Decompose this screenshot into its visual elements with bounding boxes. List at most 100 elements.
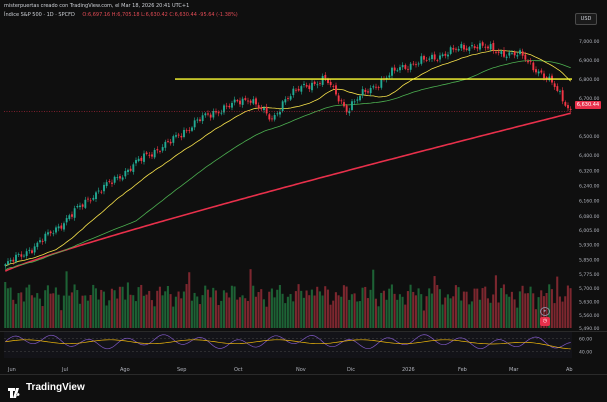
volume-bar	[166, 286, 169, 328]
play-icon[interactable]: ▸	[540, 307, 550, 316]
volume-bar	[102, 291, 105, 328]
candle-body	[481, 42, 484, 46]
volume-bar	[521, 285, 524, 328]
volume-bar	[158, 286, 161, 328]
candle-body	[143, 153, 145, 162]
symbol-name[interactable]: Índice S&P 500 · 1D · SPCFD	[4, 12, 75, 18]
volume-bar	[436, 285, 439, 328]
candle-body	[492, 42, 495, 51]
candle-body	[167, 141, 169, 143]
candle-body	[300, 86, 303, 92]
volume-bar	[92, 284, 95, 328]
candle-body	[263, 107, 265, 111]
volume-bar	[28, 284, 31, 328]
candle-body	[295, 89, 297, 91]
price-pane	[4, 22, 572, 330]
candle-body	[44, 233, 47, 242]
volume-bar	[84, 295, 87, 328]
candle-body	[236, 100, 239, 102]
volume-bar	[526, 293, 529, 328]
volume-bar	[430, 293, 433, 328]
volume-bar	[196, 296, 199, 328]
candle-body	[271, 118, 273, 120]
volume-bar	[446, 294, 449, 328]
candle-body	[532, 62, 535, 71]
time-tick-label: 2026	[402, 367, 415, 373]
volume-bar	[278, 285, 281, 328]
candle-body	[527, 60, 529, 63]
volume-bar	[73, 284, 76, 328]
volume-bar	[105, 305, 108, 328]
volume-bar	[537, 297, 540, 328]
candle-body	[108, 181, 111, 182]
volume-bar	[286, 296, 289, 328]
volume-bar	[297, 284, 300, 328]
volume-bar	[204, 285, 207, 328]
clock-icon[interactable]: ◷	[540, 317, 550, 326]
price-tick-label: 6,005.00	[579, 228, 600, 234]
candle-body	[172, 136, 175, 143]
candle-body	[375, 86, 377, 88]
volume-bar	[209, 297, 212, 328]
volume-bar	[132, 295, 135, 328]
volume-bar	[129, 294, 132, 328]
candle-body	[332, 86, 335, 87]
time-tick-label: Ago	[120, 367, 130, 373]
price-chart[interactable]: 7,000.00 6,900.00 6,800.00 6,700.00 6,500.00…	[0, 0, 607, 374]
volume-bar	[385, 299, 388, 328]
volume-bar	[230, 285, 233, 328]
currency-button[interactable]: USD	[575, 13, 597, 25]
candle-body	[393, 67, 396, 71]
volume-bar	[444, 297, 447, 328]
last-price-badge: 6,630.44	[575, 101, 601, 109]
candle-body	[124, 170, 127, 177]
volume-bar	[54, 287, 57, 328]
candle-body	[417, 63, 420, 65]
candle-body	[364, 89, 367, 92]
candle-body	[289, 96, 292, 100]
volume-bar	[12, 299, 15, 328]
volume-bar	[428, 288, 431, 328]
volume-bar	[6, 288, 9, 328]
volume-bar	[342, 285, 345, 328]
volume-bar	[108, 300, 111, 328]
candle-body	[468, 47, 471, 51]
candle-body	[73, 208, 76, 218]
time-tick-label: Jul	[61, 367, 68, 373]
candle-body	[63, 223, 65, 230]
tradingview-logo[interactable]: TradingView	[8, 382, 85, 398]
volume-bar	[17, 293, 20, 328]
price-tick-label: 5,560.00	[579, 313, 600, 319]
price-tick-label: 5,850.00	[579, 258, 600, 264]
volume-bar	[36, 293, 39, 328]
candle-body	[273, 115, 276, 120]
volume-bar	[473, 288, 476, 328]
volume-bar	[414, 295, 417, 328]
candle-body	[7, 261, 9, 265]
volume-bar	[566, 285, 569, 328]
candle-body	[561, 90, 564, 102]
candle-body	[191, 127, 193, 131]
candle-body	[356, 99, 359, 101]
candle-body	[529, 61, 532, 63]
candle-body	[540, 70, 543, 73]
candle-body	[92, 197, 95, 200]
price-tick-label: 6,500.00	[579, 134, 600, 140]
candle-body	[103, 184, 105, 192]
volume-bar	[377, 306, 380, 328]
candle-body	[391, 67, 393, 76]
volume-bar	[321, 295, 324, 328]
volume-bar	[262, 299, 265, 328]
candle-body	[4, 264, 7, 266]
volume-bar	[41, 306, 44, 328]
candle-body	[380, 78, 383, 88]
volume-bar	[308, 295, 311, 328]
price-tick-label: 7,000.00	[579, 39, 600, 45]
candle-body	[511, 52, 513, 54]
price-tick-label: 6,800.00	[579, 77, 600, 83]
rsi-signal-line	[5, 339, 571, 350]
candle-body	[212, 111, 215, 118]
volume-bar	[257, 292, 260, 328]
candle-body	[567, 105, 569, 109]
price-tick-label: 5,930.00	[579, 242, 600, 248]
